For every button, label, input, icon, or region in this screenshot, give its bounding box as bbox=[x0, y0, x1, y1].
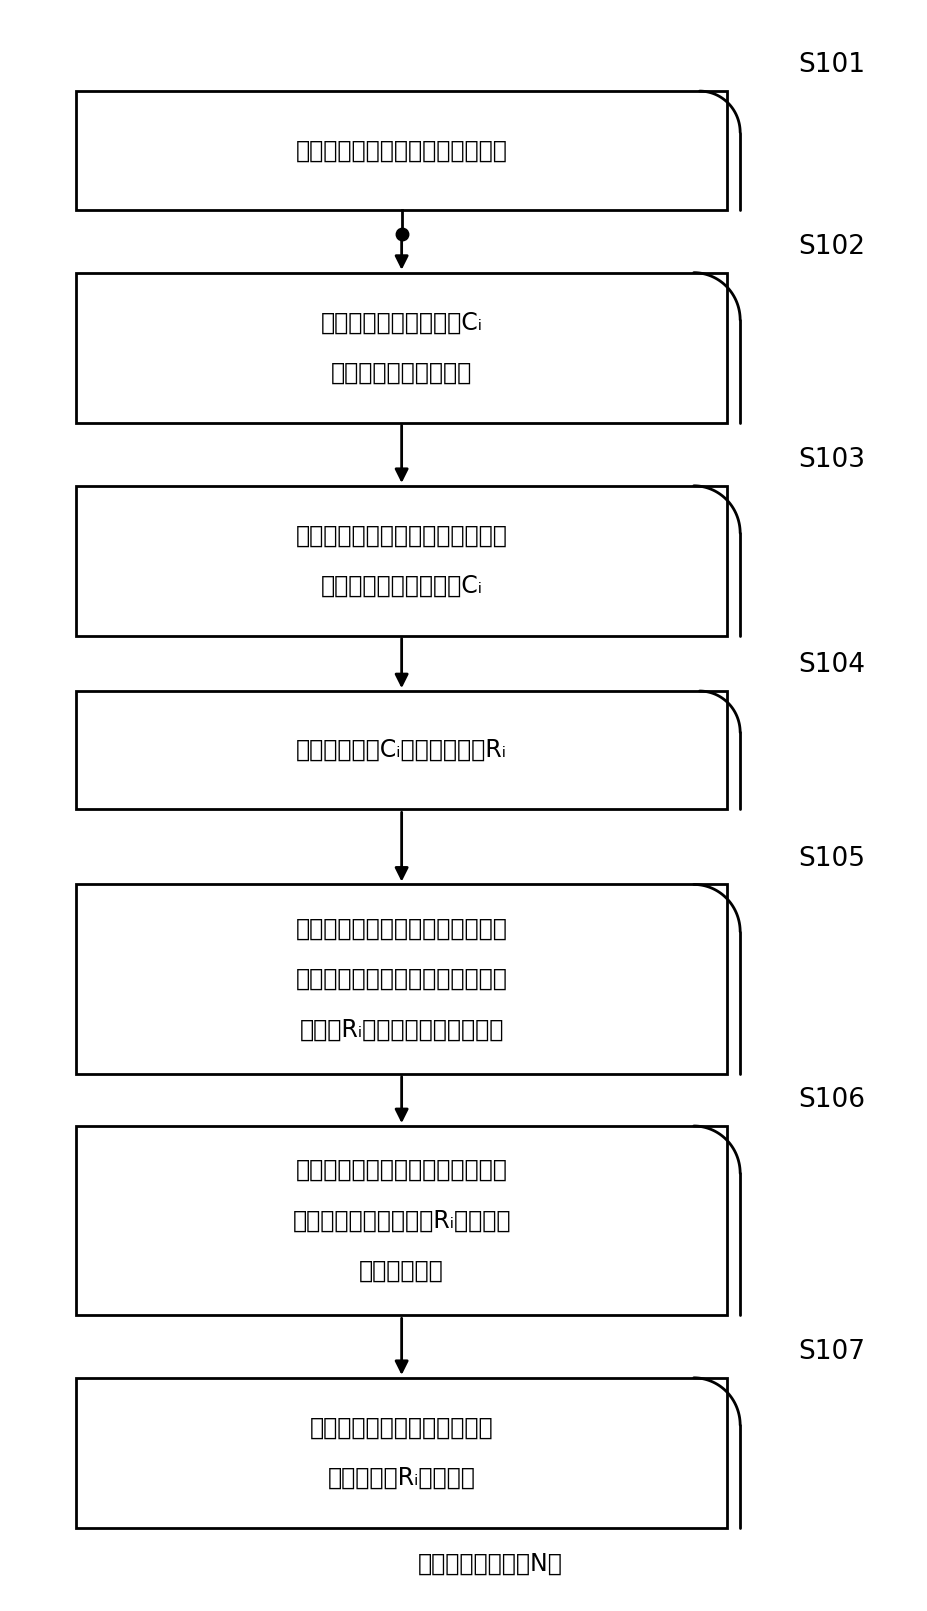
Bar bbox=[76, 92, 726, 209]
Text: S104: S104 bbox=[797, 652, 864, 678]
Text: 验证节点验证证明节点的位置: 验证节点验证证明节点的位置 bbox=[310, 1416, 493, 1440]
Text: S101: S101 bbox=[797, 53, 864, 79]
Bar bbox=[76, 884, 726, 1075]
Text: 验证节点和证明节点之间实现同步: 验证节点和证明节点之间实现同步 bbox=[296, 139, 507, 163]
Text: S102: S102 bbox=[797, 234, 864, 259]
Text: 应比特Rᵢ经脉冲位置调制的脉冲: 应比特Rᵢ经脉冲位置调制的脉冲 bbox=[299, 1018, 503, 1042]
Bar bbox=[76, 691, 726, 809]
Text: 上升沿，解调得到数据Rᵢ，并测量: 上升沿，解调得到数据Rᵢ，并测量 bbox=[292, 1208, 511, 1232]
Text: 证明节点基于Cᵢ计算回应比特Rᵢ: 证明节点基于Cᵢ计算回应比特Rᵢ bbox=[296, 738, 506, 762]
Text: 证明节点基于脉冲包络上升沿延迟: 证明节点基于脉冲包络上升沿延迟 bbox=[296, 917, 507, 941]
Text: 证明节点接收脉冲，检测脉冲包络: 证明节点接收脉冲，检测脉冲包络 bbox=[296, 524, 507, 548]
Bar bbox=[76, 1126, 726, 1316]
Text: 验证节点发射挑战比特Cᵢ: 验证节点发射挑战比特Cᵢ bbox=[321, 311, 482, 335]
Text: 验证节点接收脉冲，检测脉冲包络: 验证节点接收脉冲，检测脉冲包络 bbox=[296, 1158, 507, 1182]
Text: S105: S105 bbox=[797, 846, 864, 872]
Bar bbox=[76, 487, 726, 636]
Text: S106: S106 bbox=[797, 1087, 864, 1113]
Text: 信号飞行时间: 信号飞行时间 bbox=[359, 1260, 443, 1284]
Text: 得到发射脉冲的触发信号。发射回: 得到发射脉冲的触发信号。发射回 bbox=[296, 967, 507, 991]
Text: 若验证正确，重复N次: 若验证正确，重复N次 bbox=[418, 1551, 563, 1576]
Bar bbox=[76, 1377, 726, 1527]
Text: 经脉冲位置调制的脉冲: 经脉冲位置调制的脉冲 bbox=[331, 361, 472, 385]
Text: 上升沿，解调得到数据Cᵢ: 上升沿，解调得到数据Cᵢ bbox=[321, 574, 482, 598]
Text: S107: S107 bbox=[797, 1339, 864, 1365]
Text: S103: S103 bbox=[797, 448, 864, 474]
Text: 和回应比特Rᵢ的正确性: 和回应比特Rᵢ的正确性 bbox=[327, 1466, 475, 1490]
Bar bbox=[76, 272, 726, 422]
